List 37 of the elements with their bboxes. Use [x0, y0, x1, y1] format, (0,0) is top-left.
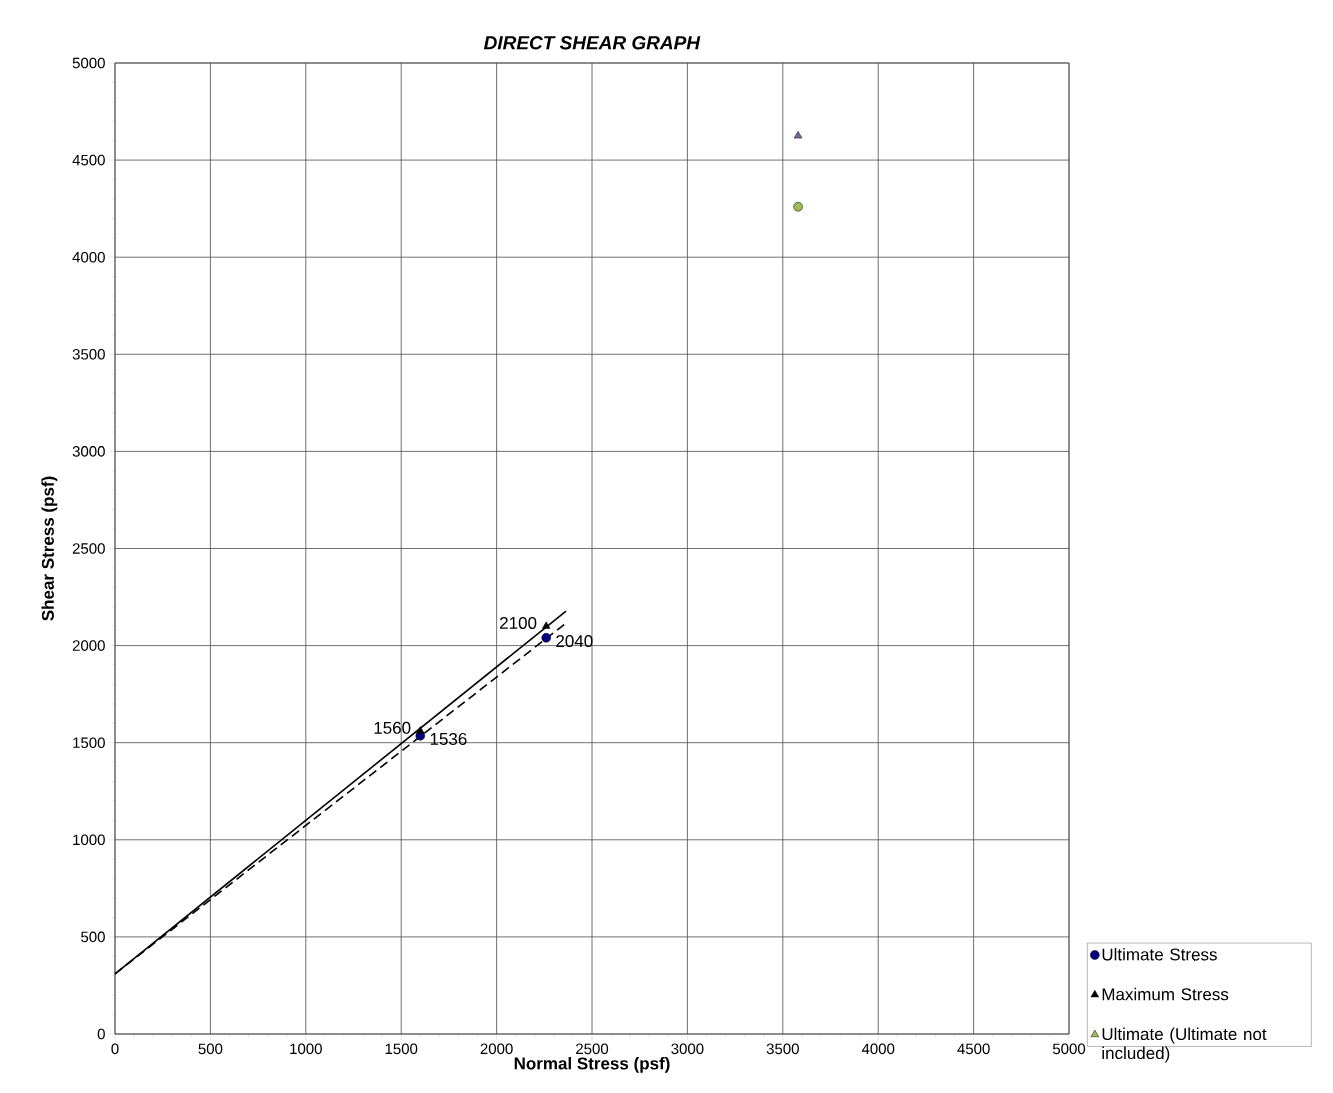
point — [793, 201, 803, 212]
y-tick-label: 0 — [97, 1028, 105, 1040]
x-tick-label: 4500 — [957, 1043, 990, 1055]
x-tick-label: 0 — [111, 1043, 119, 1055]
point — [793, 131, 803, 139]
data-label: 1560 — [374, 721, 411, 734]
point — [542, 621, 551, 629]
x-axis-title: Normal Stress (psf) — [514, 1056, 670, 1073]
x-tick-label: 2500 — [576, 1043, 609, 1055]
y-tick-label: 5000 — [72, 57, 105, 69]
y-axis-title: Shear Stress (psf) — [41, 476, 58, 621]
y-tick-label: 4500 — [72, 154, 105, 166]
y-tick-label: 3000 — [72, 446, 105, 457]
x-tick-label: 1500 — [385, 1043, 418, 1055]
x-tick-label: 1000 — [290, 1043, 322, 1055]
x-tick-label: 2000 — [480, 1043, 513, 1055]
x-tick-label: 3000 — [671, 1043, 704, 1055]
x-tick-label: 4000 — [861, 1043, 895, 1055]
point — [416, 726, 425, 734]
data-label: 2040 — [556, 635, 593, 648]
x-tick-label: 3500 — [766, 1043, 799, 1055]
data-label: 1536 — [430, 732, 467, 745]
data-label: 2100 — [500, 616, 537, 629]
point — [541, 633, 551, 643]
y-tick-label: 1000 — [73, 834, 105, 846]
x-tick-label: 500 — [198, 1043, 223, 1055]
y-tick-label: 3500 — [72, 348, 105, 360]
y-tick-label: 4000 — [72, 251, 105, 263]
x-tick-label: 5000 — [1052, 1043, 1086, 1055]
chart-title: DIRECT SHEAR GRAPH — [483, 36, 701, 50]
legend-label: Maximum Stress — [1102, 987, 1229, 1001]
y-tick-label: 2500 — [72, 543, 105, 554]
legend-label: Ultimate Stress — [1102, 948, 1217, 961]
y-tick-label: 2000 — [72, 640, 105, 651]
y-tick-label: 1500 — [73, 737, 105, 748]
y-tick-label: 500 — [81, 931, 105, 943]
legend-label: Ultimate (Ultimate not included) — [1102, 1027, 1267, 1063]
